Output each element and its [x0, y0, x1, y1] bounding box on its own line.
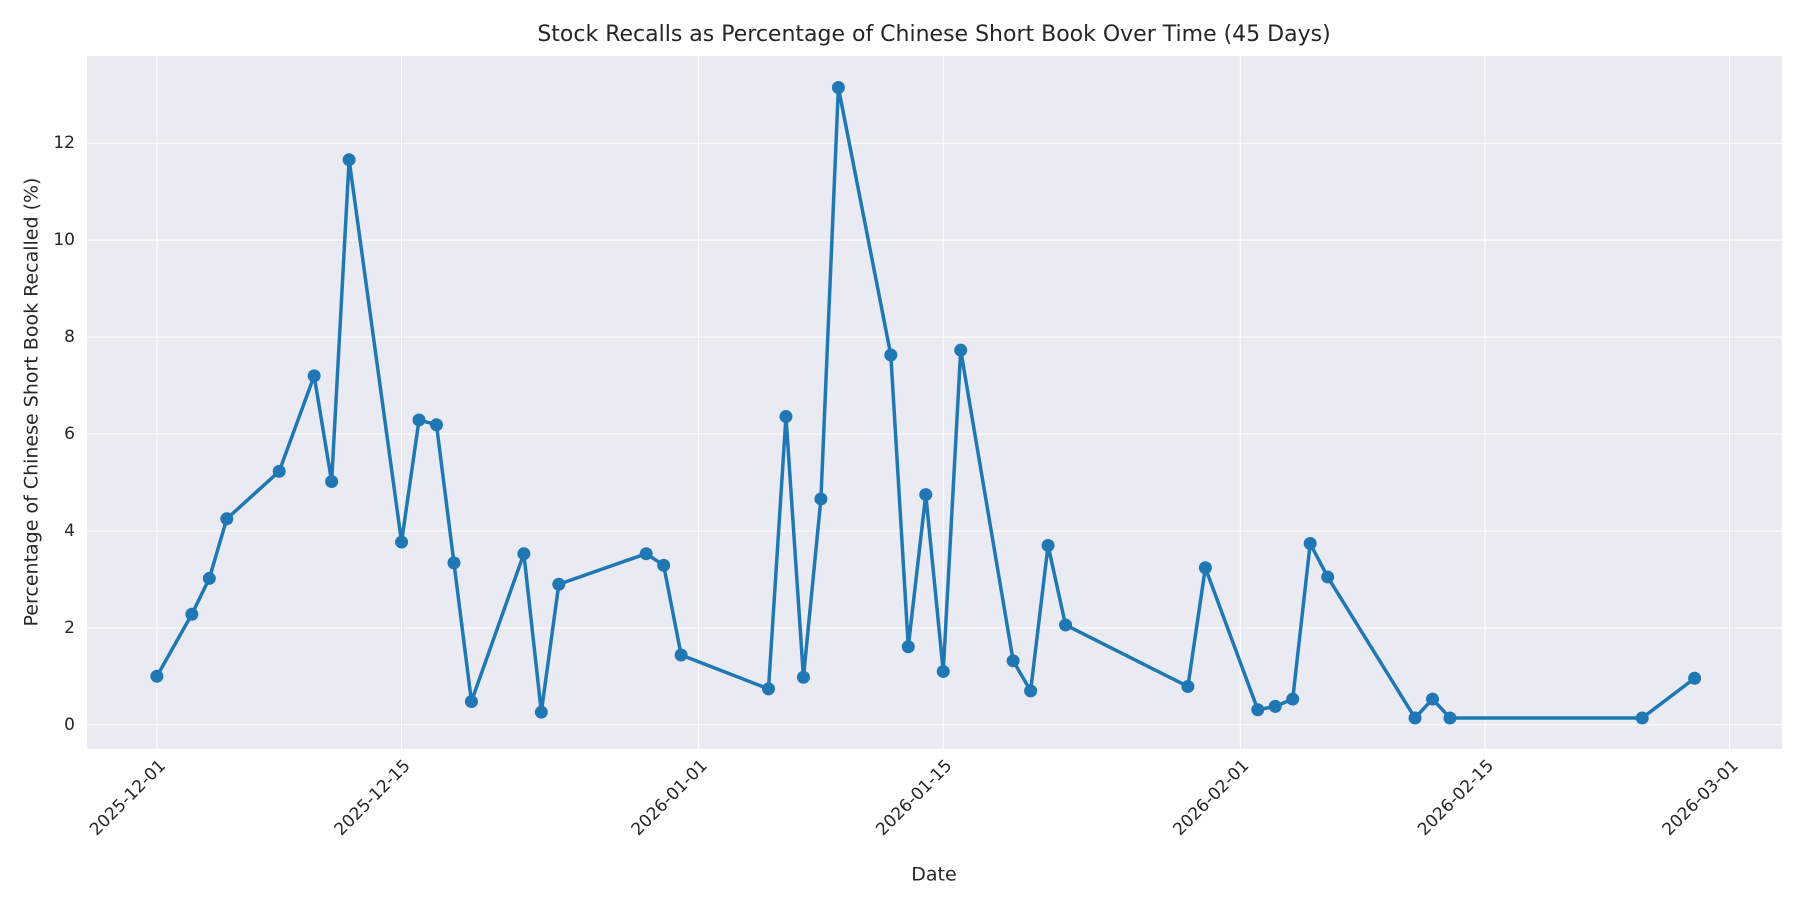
point [517, 547, 531, 561]
point [1024, 684, 1038, 698]
point [342, 153, 356, 167]
point [831, 81, 845, 94]
y-tick-label: 0 [64, 715, 75, 735]
point [1408, 711, 1422, 725]
point [1286, 692, 1300, 706]
point [534, 705, 548, 719]
point [884, 348, 898, 362]
point [1059, 618, 1073, 632]
point [1251, 703, 1265, 717]
point [1181, 679, 1195, 693]
point [1303, 537, 1317, 551]
y-tick-label: 4 [64, 521, 75, 541]
point [1688, 671, 1702, 685]
point [464, 695, 478, 709]
point [447, 556, 461, 570]
point [936, 664, 950, 678]
point [220, 512, 234, 526]
y-tick-label: 10 [53, 230, 75, 250]
point [552, 577, 566, 591]
point [761, 682, 775, 696]
y-tick-label: 2 [64, 618, 75, 638]
x-tick-label: 2026-02-15 [1414, 756, 1498, 840]
y-tick-label: 12 [53, 133, 75, 153]
point [1321, 570, 1335, 584]
chart-title: Stock Recalls as Percentage of Chinese S… [537, 22, 1330, 47]
x-tick-label: 2025-12-01 [86, 756, 170, 840]
point [1198, 561, 1212, 575]
point [954, 343, 968, 357]
point [674, 648, 688, 662]
point [325, 474, 339, 488]
x-tick-label: 2026-01-01 [628, 756, 712, 840]
point [395, 535, 409, 549]
y-tick-label: 8 [64, 327, 75, 347]
x-tick-label: 2026-01-15 [872, 756, 956, 840]
x-tick-label: 2025-12-15 [331, 756, 415, 840]
plot-area [87, 56, 1782, 749]
point [901, 640, 915, 654]
point [779, 410, 793, 424]
y-tick-label: 6 [64, 424, 75, 444]
point [1006, 654, 1020, 668]
x-tick-label: 2026-03-01 [1659, 756, 1743, 840]
point [796, 670, 810, 684]
point [814, 492, 828, 506]
point [1635, 711, 1649, 725]
point [307, 369, 321, 383]
point [429, 418, 443, 432]
point [1268, 699, 1282, 713]
point [412, 413, 426, 427]
point [202, 571, 216, 585]
point [1443, 711, 1457, 725]
x-tick-label: 2026-02-01 [1169, 756, 1253, 840]
point [272, 464, 286, 478]
point [657, 558, 671, 572]
point [1041, 538, 1055, 552]
point [919, 488, 933, 502]
x-axis-label: Date [911, 864, 956, 886]
point [185, 607, 199, 621]
point [1426, 692, 1440, 706]
point [150, 669, 164, 683]
y-axis-label: Percentage of Chinese Short Book Recalle… [21, 178, 43, 627]
point [639, 547, 653, 561]
